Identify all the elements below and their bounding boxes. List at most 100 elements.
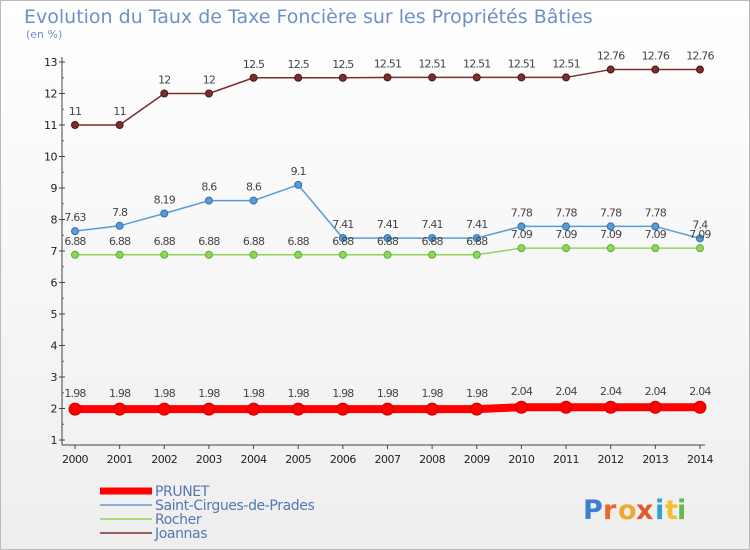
y-tick-label: 3 xyxy=(51,371,58,384)
data-label-rocher: 7.09 xyxy=(555,228,577,241)
data-label-saint-cirgues-de-prades: 7.41 xyxy=(466,218,487,231)
data-label-saint-cirgues-de-prades: 7.41 xyxy=(421,218,442,231)
data-point-joannas xyxy=(606,65,615,74)
data-point-joannas xyxy=(249,73,258,82)
data-label-rocher: 7.09 xyxy=(511,228,533,241)
data-point-saint-cirgues-de-prades xyxy=(562,222,571,231)
data-label-rocher: 6.88 xyxy=(198,235,220,248)
data-label-saint-cirgues-de-prades: 7.78 xyxy=(555,206,577,219)
data-label-rocher: 6.88 xyxy=(154,235,176,248)
data-labels: 1.98 1.98 1.98 1.98 1.98 1.98 1.98 1.98 1.98 1.98… xyxy=(64,50,715,401)
data-point-saint-cirgues-de-prades xyxy=(249,196,258,205)
x-tick-label: 2013 xyxy=(642,453,668,466)
data-label-prunet: 1.98 xyxy=(198,387,220,400)
data-label-rocher: 7.09 xyxy=(645,228,667,241)
data-label-prunet: 1.98 xyxy=(377,387,399,400)
data-point-rocher xyxy=(115,250,124,259)
data-label-joannas: 12.5 xyxy=(332,58,354,71)
data-label-rocher: 7.09 xyxy=(600,228,622,241)
data-point-saint-cirgues-de-prades xyxy=(115,221,124,230)
data-label-saint-cirgues-de-prades: 7.8 xyxy=(112,206,128,219)
data-label-rocher: 6.88 xyxy=(421,235,443,248)
data-point-prunet xyxy=(336,402,350,416)
legend-label-prunet: PRUNET xyxy=(155,484,210,500)
y-tick-label: 6 xyxy=(51,277,58,290)
data-label-prunet: 1.98 xyxy=(288,387,310,400)
y-tick-label: 9 xyxy=(51,182,58,195)
data-label-prunet: 1.98 xyxy=(109,387,131,400)
data-point-rocher xyxy=(338,250,347,259)
x-tick-label: 2003 xyxy=(196,453,222,466)
data-label-saint-cirgues-de-prades: 7.63 xyxy=(64,211,86,224)
logo-letter: i xyxy=(677,495,686,526)
data-label-saint-cirgues-de-prades: 8.6 xyxy=(246,181,262,194)
data-point-joannas xyxy=(383,73,392,82)
data-label-saint-cirgues-de-prades: 7.41 xyxy=(332,218,353,231)
data-label-rocher: 6.88 xyxy=(243,235,265,248)
data-point-rocher xyxy=(249,250,258,259)
data-point-joannas xyxy=(204,89,213,98)
data-point-rocher xyxy=(71,250,79,259)
data-label-prunet: 2.04 xyxy=(555,385,577,398)
y-tick-label: 8 xyxy=(51,214,58,227)
data-point-rocher xyxy=(695,244,704,253)
data-label-joannas: 12.5 xyxy=(243,58,265,71)
y-tick-label: 4 xyxy=(51,340,58,353)
data-point-joannas xyxy=(428,73,437,82)
data-point-rocher xyxy=(651,244,660,253)
data-point-saint-cirgues-de-prades xyxy=(651,222,660,231)
data-label-joannas: 12.51 xyxy=(418,57,446,70)
legend: PRUNETSaint-Cirgues-de-PradesRocherJoann… xyxy=(100,484,315,542)
data-label-saint-cirgues-de-prades: 7.41 xyxy=(377,218,398,231)
data-point-joannas xyxy=(695,65,704,74)
data-label-joannas: 12.76 xyxy=(642,50,670,63)
data-point-saint-cirgues-de-prades xyxy=(383,234,392,243)
data-point-rocher xyxy=(204,250,213,259)
chart-subtitle: (en %) xyxy=(26,28,62,41)
data-point-joannas xyxy=(71,121,79,129)
legend-label-saint-cirgues-de-prades: Saint-Cirgues-de-Prades xyxy=(155,498,314,514)
data-point-prunet xyxy=(559,400,573,414)
data-point-prunet xyxy=(113,402,127,416)
series-points xyxy=(68,65,707,416)
x-tick-label: 2002 xyxy=(151,453,177,466)
data-point-joannas xyxy=(338,73,347,82)
data-point-prunet xyxy=(425,402,439,416)
data-label-prunet: 2.04 xyxy=(689,385,711,398)
data-label-joannas: 12 xyxy=(203,74,215,87)
data-point-saint-cirgues-de-prades xyxy=(204,196,213,205)
data-point-joannas xyxy=(651,65,660,74)
data-label-joannas: 12.51 xyxy=(463,57,491,70)
y-tick-label: 1 xyxy=(51,434,58,447)
data-point-joannas xyxy=(294,73,303,82)
data-point-prunet xyxy=(157,402,171,416)
data-label-saint-cirgues-de-prades: 8.6 xyxy=(201,181,217,194)
x-tick-label: 2001 xyxy=(107,453,133,466)
data-label-prunet: 2.04 xyxy=(600,385,622,398)
data-label-prunet: 2.04 xyxy=(645,385,667,398)
data-point-saint-cirgues-de-prades xyxy=(294,180,303,189)
data-point-rocher xyxy=(517,244,526,253)
x-tick-label: 2005 xyxy=(285,453,311,466)
data-point-prunet xyxy=(514,400,528,414)
data-label-prunet: 1.98 xyxy=(332,387,354,400)
data-label-prunet: 1.98 xyxy=(154,387,176,400)
x-tick-label: 2012 xyxy=(598,453,624,466)
data-label-rocher: 6.88 xyxy=(288,235,310,248)
data-point-saint-cirgues-de-prades xyxy=(71,227,79,236)
data-point-saint-cirgues-de-prades xyxy=(338,234,347,243)
data-point-prunet xyxy=(68,402,82,416)
x-tick-label: 2008 xyxy=(419,453,445,466)
logo-letter: i xyxy=(655,495,664,526)
data-label-rocher: 6.88 xyxy=(64,235,86,248)
data-label-saint-cirgues-de-prades: 7.78 xyxy=(600,206,622,219)
data-label-saint-cirgues-de-prades: 8.19 xyxy=(154,194,176,207)
y-tick-label: 13 xyxy=(44,56,57,69)
data-label-rocher: 6.88 xyxy=(109,235,131,248)
data-point-rocher xyxy=(472,250,481,259)
data-point-saint-cirgues-de-prades xyxy=(695,234,704,243)
data-point-joannas xyxy=(472,73,481,82)
y-tick-label: 7 xyxy=(51,245,58,258)
data-point-joannas xyxy=(160,89,169,98)
